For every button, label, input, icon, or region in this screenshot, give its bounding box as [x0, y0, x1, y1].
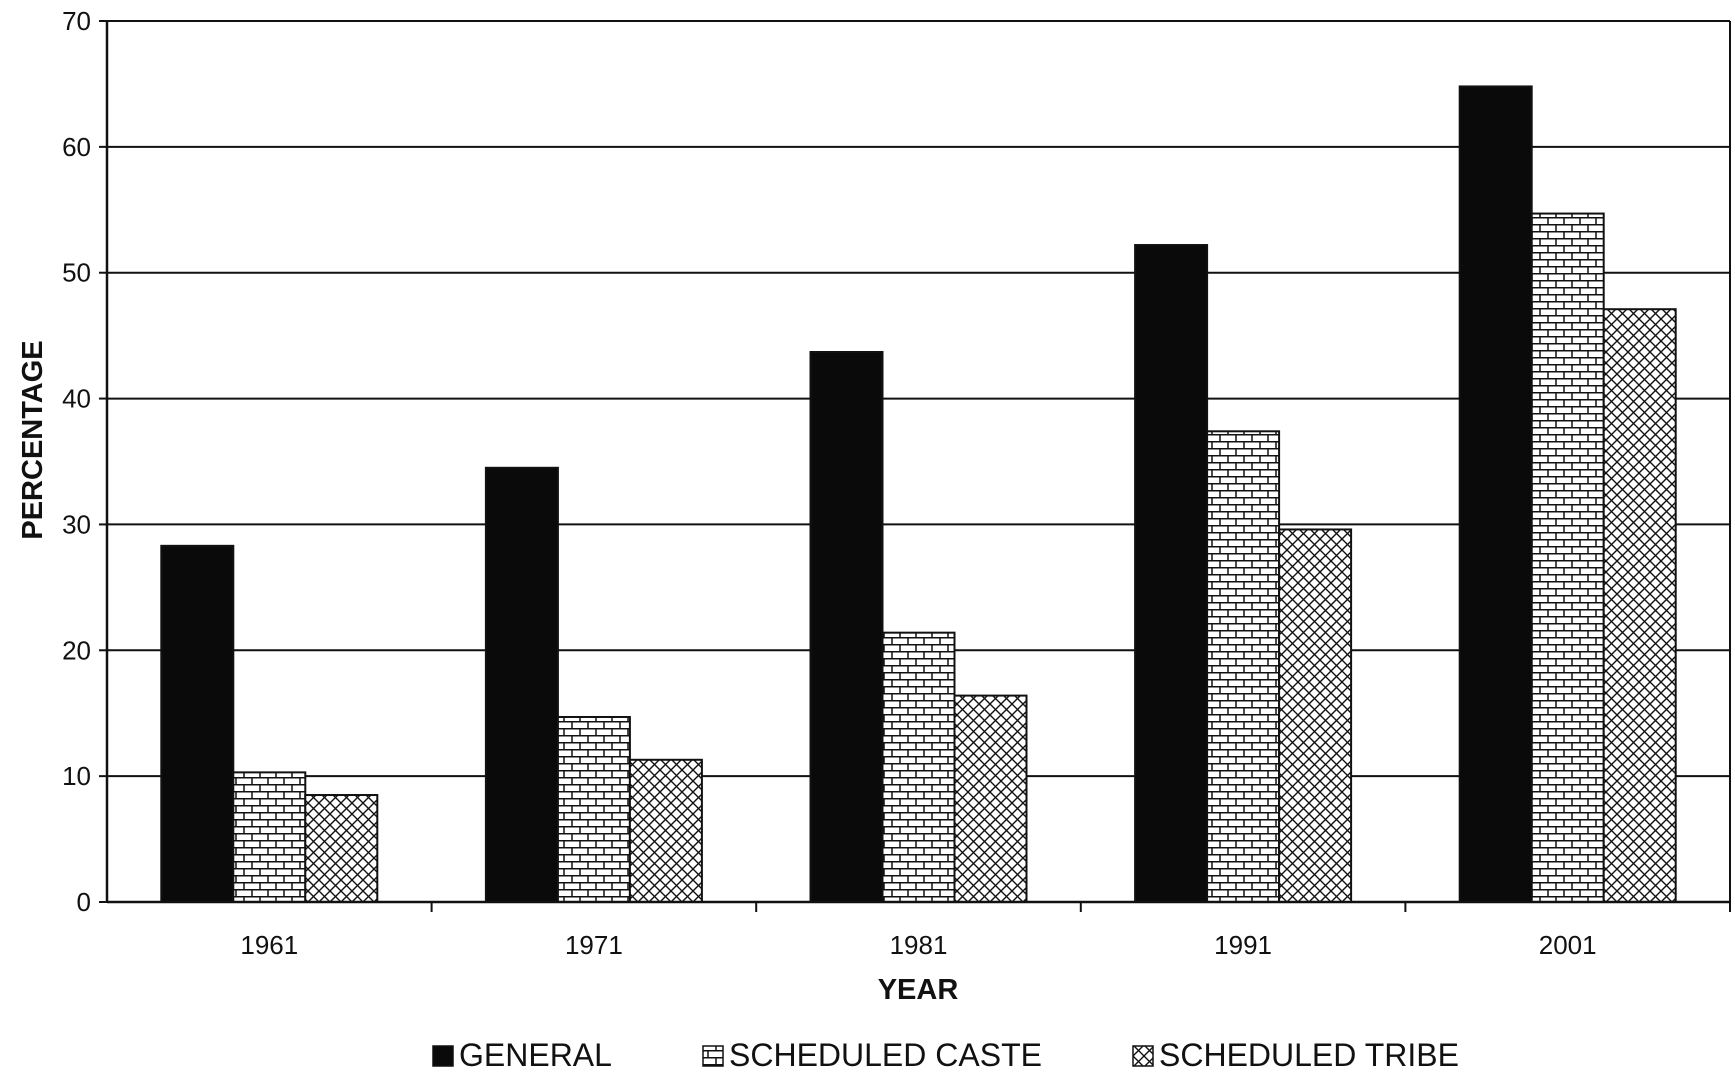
x-tick-label: 1961: [240, 930, 298, 960]
x-axis-title: YEAR: [878, 974, 959, 1006]
y-tick-label: 0: [77, 887, 91, 917]
legend-swatch-general: [432, 1045, 454, 1067]
x-tick-label: 1981: [890, 930, 948, 960]
bar-scheduled-tribe-1971: [628, 758, 703, 903]
legend-item-scheduled-caste: SCHEDULED CASTE: [702, 1037, 1042, 1073]
gridlines: [107, 20, 1730, 778]
bar-scheduled-caste-1991: [1206, 430, 1281, 903]
bar-scheduled-tribe-1981: [953, 694, 1028, 904]
x-tick-label: 1991: [1214, 930, 1272, 960]
bar-scheduled-caste-2001: [1530, 212, 1605, 904]
tick-labels: 0 10 20 30 40 50 60 70 1961 1971 1981 1991 2001: [62, 6, 1597, 960]
bar-scheduled-tribe-1961: [304, 794, 379, 903]
y-tick-label: 10: [62, 761, 91, 791]
bar-general-1961: [160, 544, 235, 903]
y-tick-label: 50: [62, 258, 91, 288]
bar-general-1991: [1134, 244, 1209, 904]
bar-general-1971: [484, 466, 559, 903]
y-tick-label: 30: [62, 509, 91, 539]
legend: GENERAL SCHEDULED CASTE SCHEDULED TRIBE: [432, 1037, 1459, 1073]
legend-item-general: GENERAL: [432, 1037, 612, 1073]
y-axis-title: PERCENTAGE: [17, 340, 49, 539]
x-tick-label: 1971: [565, 930, 623, 960]
y-tick-label: 40: [62, 384, 91, 414]
legend-swatch-scheduled-caste: [702, 1045, 724, 1067]
bar-general-2001: [1458, 85, 1533, 903]
bar-scheduled-tribe-1991: [1278, 528, 1353, 903]
y-tick-label: 60: [62, 132, 91, 162]
legend-item-scheduled-tribe: SCHEDULED TRIBE: [1132, 1037, 1459, 1073]
bar-scheduled-caste-1981: [881, 631, 956, 903]
legend-swatch-scheduled-tribe: [1132, 1045, 1154, 1067]
y-tick-label: 70: [62, 6, 91, 36]
legend-label-scheduled-caste: SCHEDULED CASTE: [729, 1037, 1042, 1073]
bar-scheduled-tribe-2001: [1602, 308, 1677, 904]
axes: [99, 20, 1731, 912]
bars: [160, 85, 1677, 904]
bar-scheduled-caste-1961: [232, 771, 307, 903]
bar-scheduled-caste-1971: [556, 715, 631, 903]
legend-label-scheduled-tribe: SCHEDULED TRIBE: [1159, 1037, 1459, 1073]
legend-label-general: GENERAL: [459, 1037, 612, 1073]
y-tick-label: 20: [62, 635, 91, 665]
x-tick-label: 2001: [1539, 930, 1597, 960]
bar-general-1981: [809, 351, 884, 903]
